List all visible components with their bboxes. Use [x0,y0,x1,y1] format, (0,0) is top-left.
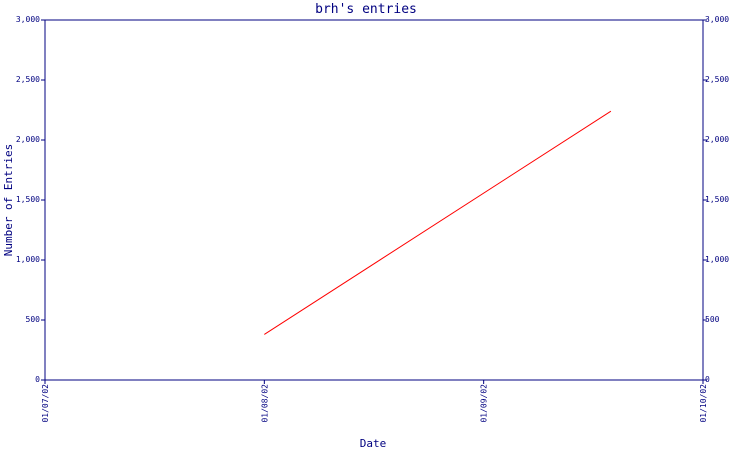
y-axis-left: 0 500 1,000 1,500 2,000 2,500 3,000 [16,15,45,384]
y-tick-label-left: 3,000 [16,15,40,24]
y-tick-label-right: 1,500 [705,195,729,204]
x-axis: 01/07/02 01/08/02 01/09/02 01/10/02 [41,380,708,423]
x-axis-label: Date [360,437,387,450]
chart-title: brh's entries [315,2,417,17]
y-tick-label-left: 1,500 [16,195,40,204]
y-tick-label-left: 500 [26,315,41,324]
x-tick-label: 01/09/02 [480,384,489,423]
y-tick-label-right: 1,000 [705,255,729,264]
plot-frame [44,19,704,381]
x-tick-label: 01/07/02 [41,384,50,423]
y-tick-label-left: 2,000 [16,135,40,144]
x-tick-label: 01/10/02 [699,384,708,423]
y-tick-label-left: 2,500 [16,75,40,84]
y-axis-right: 0 500 1,000 1,500 2,000 2,500 3,000 [703,15,729,384]
y-tick-label-right: 3,000 [705,15,729,24]
y-tick-label-left: 0 [35,375,40,384]
x-tick-label: 01/08/02 [260,384,269,423]
y-tick-label-right: 500 [705,315,720,324]
y-tick-label-left: 1,000 [16,255,40,264]
y-tick-label-right: 2,000 [705,135,729,144]
series-line [264,110,612,335]
y-tick-label-right: 2,500 [705,75,729,84]
y-tick-label-right: 0 [705,375,710,384]
series-group [264,110,612,335]
y-axis-label: Number of Entries [2,144,15,257]
